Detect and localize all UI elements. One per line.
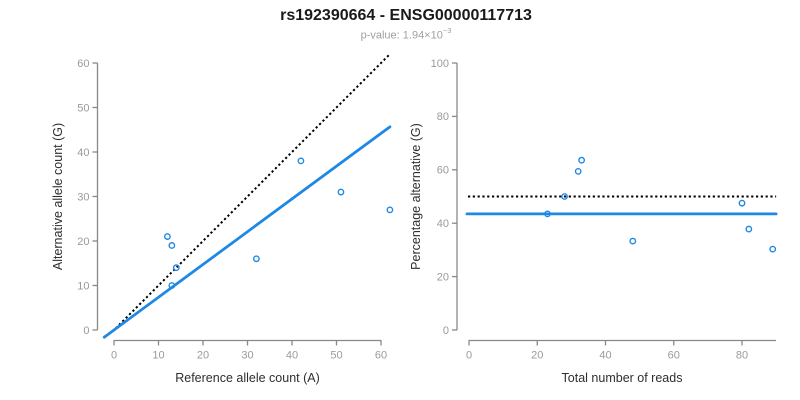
left-plot-points <box>163 157 394 289</box>
y-tick-label: 20 <box>77 236 89 248</box>
data-point <box>252 255 260 263</box>
right-plot-points <box>544 156 777 253</box>
data-point <box>561 193 568 200</box>
x-tick-label: 50 <box>330 350 342 362</box>
y-tick-label: 60 <box>437 165 449 177</box>
data-point <box>168 282 176 289</box>
x-axis-title: Total number of reads <box>562 371 683 385</box>
y-tick-label: 40 <box>77 147 89 159</box>
y-tick-label: 30 <box>77 191 89 203</box>
data-point <box>745 225 753 233</box>
data-point <box>629 237 637 245</box>
data-point <box>337 188 345 196</box>
data-point <box>168 242 176 249</box>
data-point <box>738 199 746 207</box>
y-tick-label: 80 <box>437 111 449 123</box>
data-point <box>574 168 582 175</box>
left-y-axis: 0 10 20 30 40 50 60 Alternative allele count (G… <box>51 58 99 337</box>
chart-title: rs192390664 - ENSG00000117713 <box>280 7 532 24</box>
y-tick-label: 0 <box>83 325 89 337</box>
p-value-exponent: −3 <box>442 26 452 35</box>
y-tick-label: 100 <box>431 58 449 70</box>
y-tick-label: 20 <box>437 271 449 283</box>
y-tick-label: 10 <box>77 280 89 292</box>
y-tick-label: 40 <box>437 218 449 230</box>
right-plot: 0 20 40 60 80 Total number of reads 0 20 40 60 80 1… <box>409 58 778 385</box>
right-y-axis: 0 20 40 60 80 100 Percentage alternative (G) <box>409 58 458 337</box>
fit-line <box>102 125 392 339</box>
x-tick-label: 0 <box>466 350 472 362</box>
p-value-text: p-value: 1.94×10 <box>360 29 443 42</box>
y-tick-label: 0 <box>443 325 449 337</box>
x-tick-label: 40 <box>286 350 298 362</box>
x-tick-label: 20 <box>531 350 543 362</box>
x-axis-title: Reference allele count (A) <box>175 371 320 385</box>
data-point <box>297 157 305 165</box>
x-tick-label: 40 <box>599 350 611 362</box>
identity-line <box>111 53 391 333</box>
chart-subtitle: p-value: 1.94×10−3 <box>360 26 452 42</box>
data-point <box>578 156 586 164</box>
x-tick-label: 0 <box>111 350 117 362</box>
data-point <box>544 210 551 218</box>
data-point <box>163 233 171 240</box>
y-axis-title: Percentage alternative (G) <box>409 123 423 270</box>
x-tick-label: 60 <box>668 350 680 362</box>
y-tick-label: 50 <box>77 102 89 114</box>
y-tick-label: 60 <box>77 58 89 70</box>
data-point <box>172 264 180 272</box>
x-tick-label: 20 <box>197 350 209 362</box>
y-axis-title: Alternative allele count (G) <box>51 123 65 270</box>
x-tick-label: 80 <box>736 350 748 362</box>
x-tick-label: 30 <box>241 350 253 362</box>
left-x-axis: 0 10 20 30 40 50 60 Reference allele count (A) <box>111 339 387 385</box>
x-tick-label: 10 <box>152 350 164 362</box>
x-tick-label: 60 <box>375 350 387 362</box>
data-point <box>769 245 777 253</box>
right-x-axis: 0 20 40 60 80 Total number of reads <box>466 339 776 385</box>
data-point <box>386 206 394 214</box>
